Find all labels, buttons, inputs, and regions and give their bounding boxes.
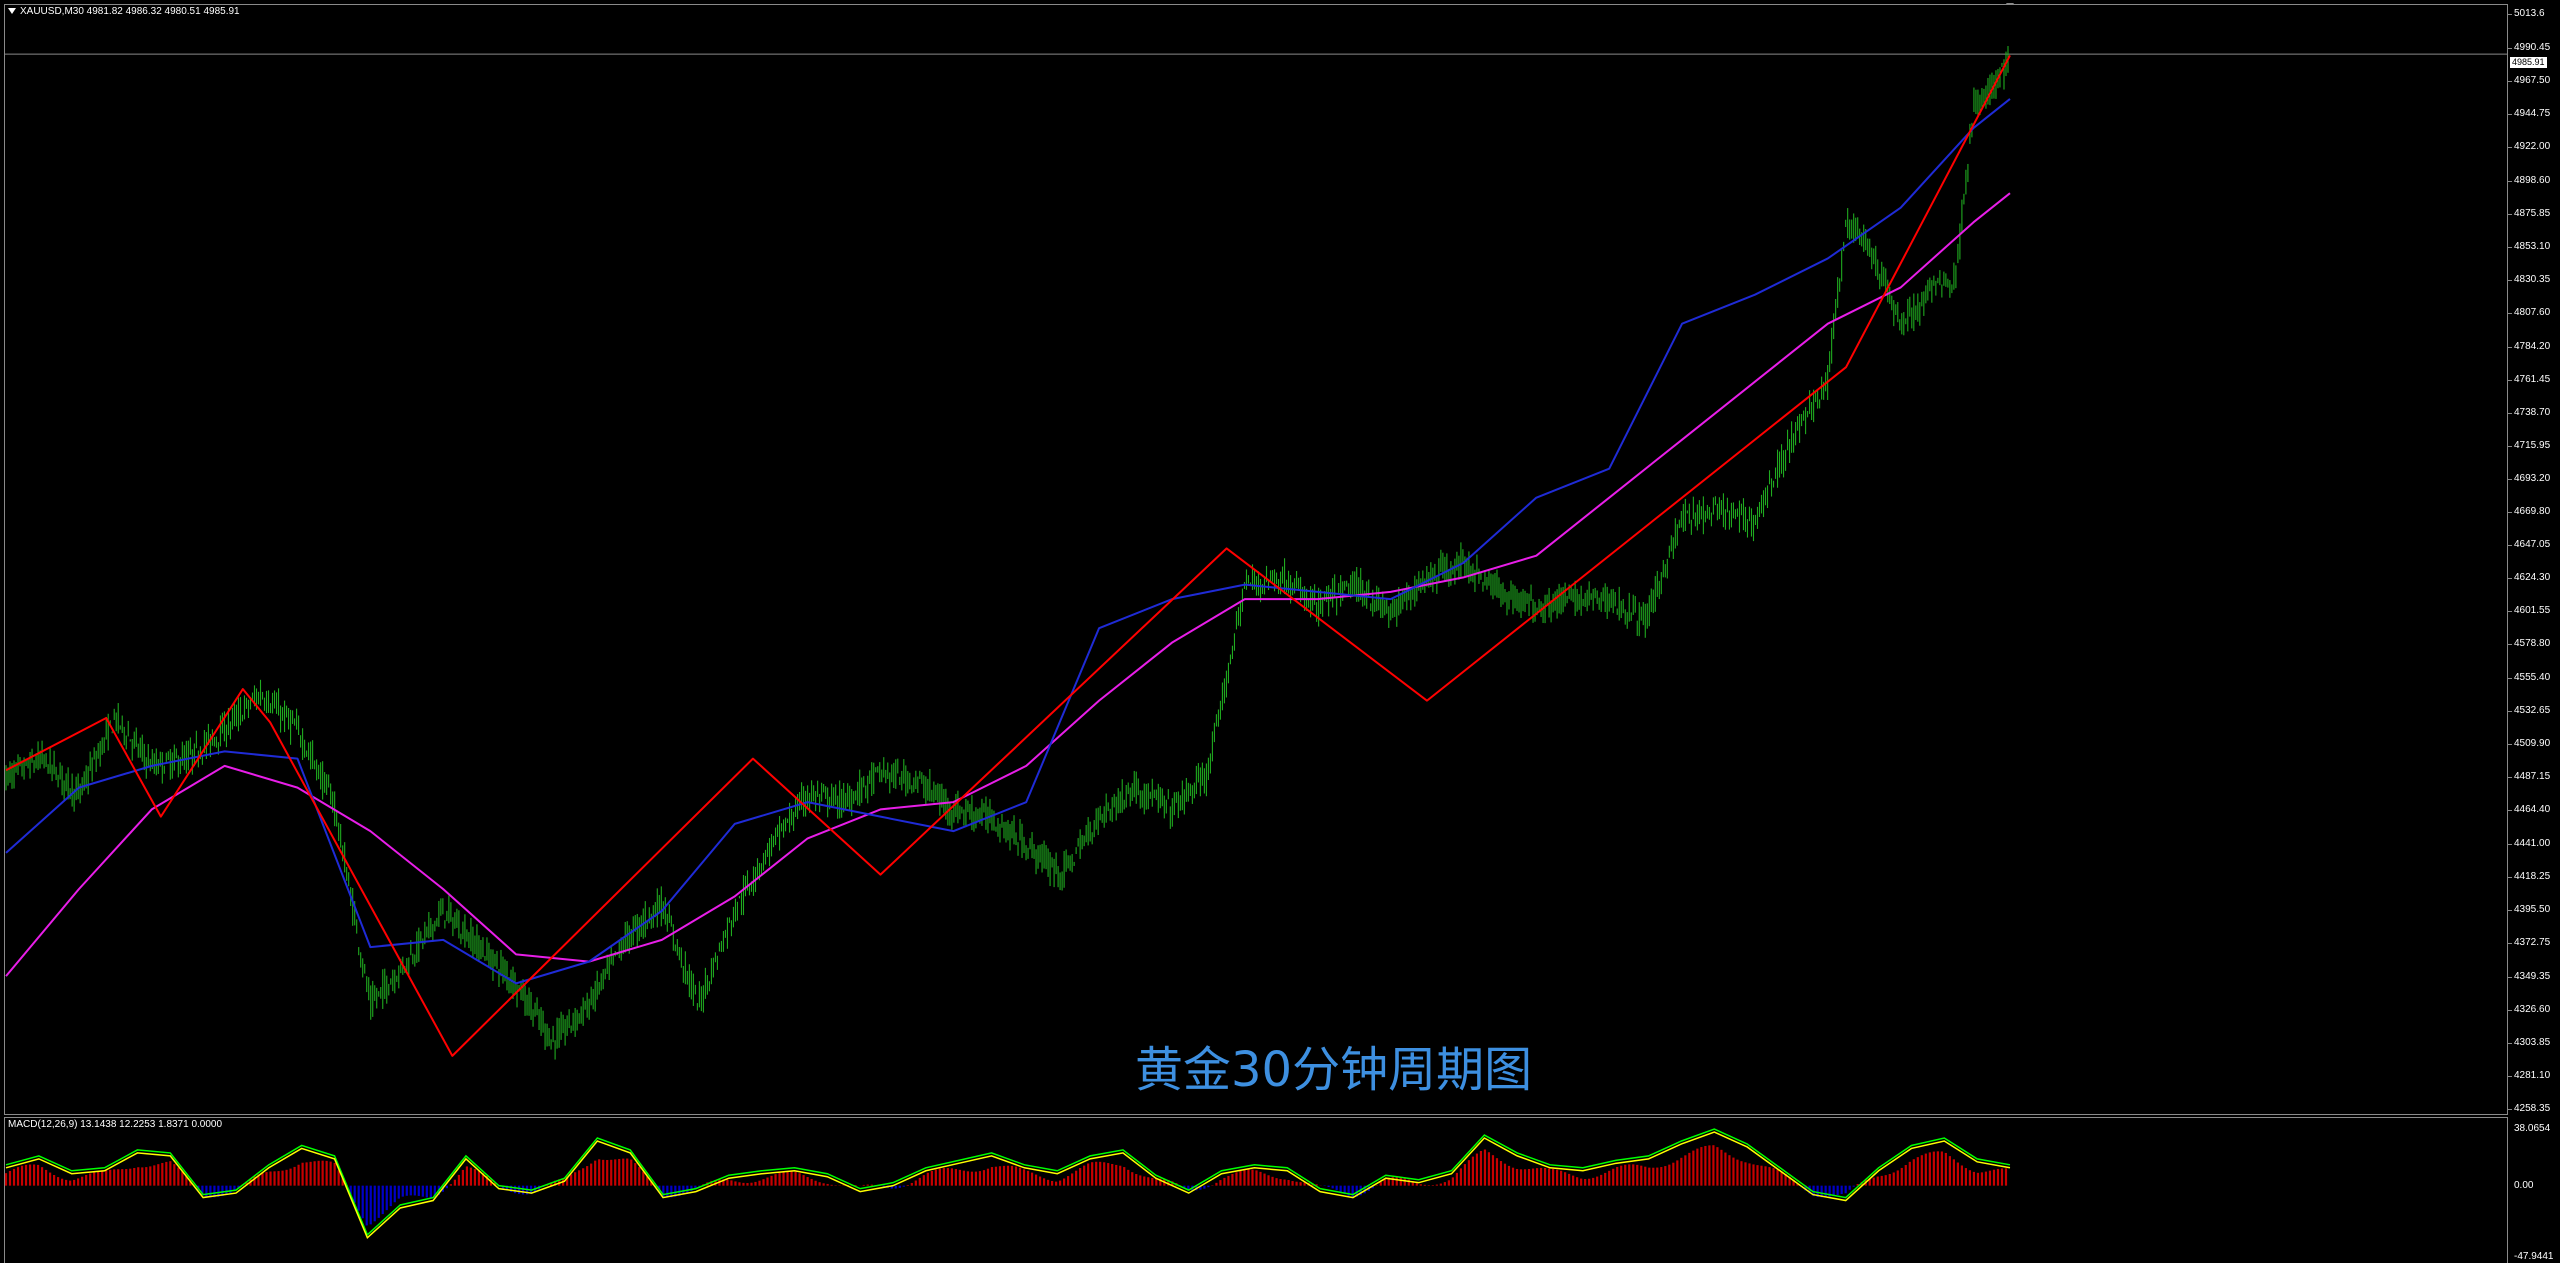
- axis-tick-label: 4990.45: [2514, 41, 2551, 53]
- axis-tick-label: 4715.95: [2514, 439, 2551, 451]
- axis-tick-label: 4441.00: [2514, 838, 2551, 850]
- macd-axis-label: 38.0654: [2514, 1123, 2551, 1134]
- axis-tick: [2508, 113, 2512, 115]
- chart-watermark: 黄金30分钟周期图: [1135, 1042, 1533, 1098]
- zigzag-line: [5, 55, 2011, 1057]
- macd-axis-label: -47.9441: [2514, 1251, 2554, 1262]
- axis-tick-label: 5013.6: [2514, 8, 2545, 19]
- axis-tick-label: 4807.60: [2514, 306, 2551, 318]
- axis-tick-label: 4601.55: [2514, 605, 2551, 617]
- current-price-tag: 4985.91: [2510, 57, 2547, 68]
- axis-tick: [2508, 312, 2512, 314]
- axis-tick: [2508, 578, 2512, 580]
- axis-tick: [2508, 844, 2512, 846]
- ma-fast-line: [5, 98, 2011, 985]
- candles: [5, 46, 2009, 1060]
- axis-tick-label: 4349.35: [2514, 971, 2551, 983]
- axis-tick: [2508, 977, 2512, 979]
- axis-tick-label: 4418.25: [2514, 871, 2551, 883]
- macd-histogram: [4, 1145, 2008, 1226]
- axis-tick-label: 4898.60: [2514, 174, 2551, 186]
- axis-tick-label: 4487.15: [2514, 771, 2551, 783]
- axis-tick-label: 4578.80: [2514, 638, 2551, 650]
- axis-tick-label: 4509.90: [2514, 738, 2551, 750]
- axis-tick-label: 4669.80: [2514, 506, 2551, 518]
- macd-chart-svg: [4, 1128, 2011, 1240]
- axis-tick: [2508, 80, 2512, 82]
- axis-tick: [2508, 512, 2512, 514]
- macd-header: MACD(12,26,9) 13.1438 12.2253 1.8371 0.0…: [8, 1119, 223, 1130]
- axis-tick-label: 4395.50: [2514, 904, 2551, 916]
- axis-tick: [2508, 412, 2512, 414]
- axis-tick: [2508, 744, 2512, 746]
- axis-tick: [2508, 346, 2512, 348]
- axis-tick: [2508, 47, 2512, 49]
- axis-tick: [2508, 1109, 2512, 1110]
- axis-tick-label: 4784.20: [2514, 340, 2551, 352]
- macd-axis[interactable]: 38.0654 0.00 -47.9441: [2508, 1117, 2560, 1263]
- axis-tick: [2508, 877, 2512, 879]
- axis-tick: [2508, 777, 2512, 779]
- axis-tick-label: 4738.70: [2514, 406, 2551, 418]
- axis-tick-label: 4967.50: [2514, 74, 2551, 86]
- axis-tick: [2508, 1010, 2512, 1012]
- axis-tick: [2508, 180, 2512, 182]
- axis-tick-label: 4875.85: [2514, 207, 2551, 219]
- dropdown-triangle-icon[interactable]: [8, 8, 16, 15]
- axis-tick: [2508, 14, 2512, 15]
- axis-tick: [2508, 1076, 2512, 1078]
- axis-tick-label: 4944.75: [2514, 107, 2551, 119]
- macd-panel[interactable]: [4, 1117, 2508, 1263]
- axis-tick: [2508, 279, 2512, 281]
- axis-tick-label: 4326.60: [2514, 1004, 2551, 1016]
- axis-tick-label: 4853.10: [2514, 240, 2551, 252]
- macd-main-line: [5, 1131, 2011, 1240]
- symbol-ohlc-readout: XAUUSD,M30 4981.82 4986.32 4980.51 4985.…: [20, 6, 240, 17]
- axis-tick-label: 4372.75: [2514, 937, 2551, 949]
- chart-header: XAUUSD,M30 4981.82 4986.32 4980.51 4985.…: [8, 6, 240, 17]
- price-chart-svg: [4, 46, 2508, 1060]
- axis-tick: [2508, 146, 2512, 148]
- axis-tick: [2508, 810, 2512, 812]
- axis-tick: [2508, 379, 2512, 381]
- macd-axis-label: 0.00: [2514, 1179, 2534, 1191]
- axis-tick-label: 4830.35: [2514, 273, 2551, 285]
- axis-tick: [2508, 545, 2512, 547]
- axis-tick: [2508, 943, 2512, 945]
- axis-tick: [2508, 910, 2512, 912]
- axis-tick-label: 4303.85: [2514, 1037, 2551, 1049]
- axis-tick: [2508, 711, 2512, 713]
- axis-tick: [2508, 213, 2512, 215]
- main-price-panel[interactable]: [4, 4, 2508, 1115]
- axis-tick: [2508, 246, 2512, 248]
- axis-tick: [2508, 445, 2512, 447]
- axis-tick-label: 4532.65: [2514, 705, 2551, 717]
- axis-tick: [2508, 644, 2512, 646]
- axis-tick-label: 4555.40: [2514, 672, 2551, 684]
- axis-tick: [2508, 678, 2512, 680]
- axis-tick-label: 4464.40: [2514, 804, 2551, 816]
- axis-tick-label: 4258.35: [2514, 1103, 2551, 1114]
- axis-tick-label: 4624.30: [2514, 572, 2551, 584]
- price-axis[interactable]: 5013.6 4990.45 4967.50 4944.75 4922.00 4898.6…: [2508, 4, 2560, 1115]
- axis-tick-label: 4647.05: [2514, 539, 2551, 551]
- macd-signal-line: [5, 1128, 2011, 1237]
- axis-tick-label: 4281.10: [2514, 1070, 2551, 1082]
- axis-tick-label: 4761.45: [2514, 373, 2551, 385]
- axis-tick-label: 4922.00: [2514, 140, 2551, 152]
- axis-tick: [2508, 478, 2512, 480]
- axis-tick: [2508, 1043, 2512, 1045]
- axis-tick-label: 4693.20: [2514, 472, 2551, 484]
- axis-tick: [2508, 611, 2512, 613]
- ma-slow-line: [5, 192, 2011, 977]
